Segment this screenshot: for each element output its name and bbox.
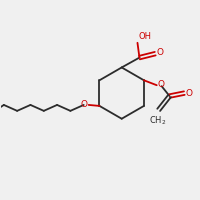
Text: O: O bbox=[158, 80, 165, 89]
Text: O: O bbox=[81, 100, 88, 109]
Text: O: O bbox=[156, 48, 163, 57]
Text: OH: OH bbox=[138, 32, 151, 41]
Text: O: O bbox=[185, 89, 192, 98]
Text: CH$_2$: CH$_2$ bbox=[149, 115, 166, 127]
